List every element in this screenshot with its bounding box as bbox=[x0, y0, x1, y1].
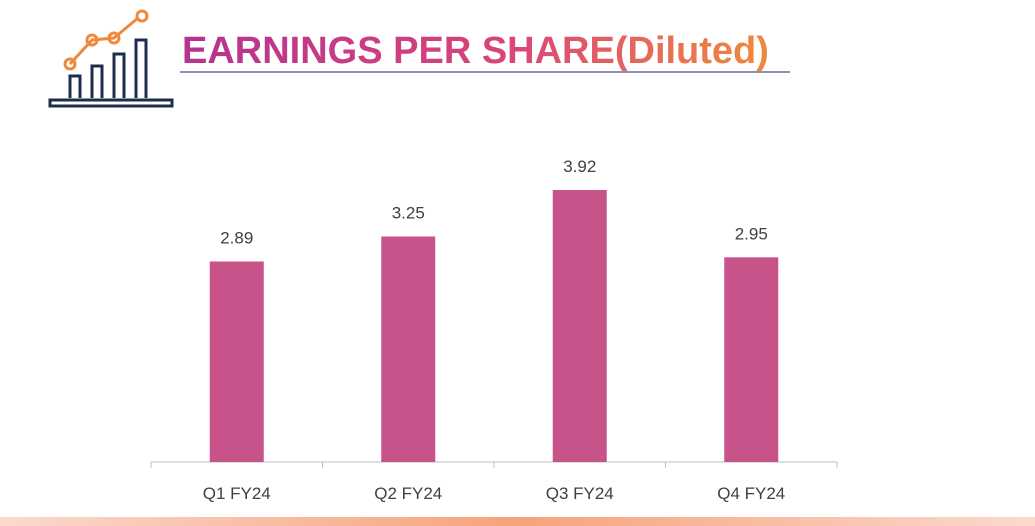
data-label: 2.95 bbox=[735, 224, 768, 243]
data-label: 2.89 bbox=[220, 228, 253, 247]
bar bbox=[724, 257, 779, 462]
x-tick-label: Q2 FY24 bbox=[374, 484, 442, 503]
bar bbox=[552, 190, 607, 462]
footer-strip bbox=[0, 517, 1035, 526]
x-tick-label: Q1 FY24 bbox=[203, 484, 271, 503]
x-tick-label: Q4 FY24 bbox=[717, 484, 785, 503]
x-tick-label: Q3 FY24 bbox=[546, 484, 614, 503]
data-label: 3.25 bbox=[392, 203, 425, 222]
data-label: 3.92 bbox=[563, 157, 596, 176]
bar bbox=[381, 236, 436, 462]
icon bbox=[48, 9, 174, 108]
chart-title: EARNINGS PER SHARE(Diluted) bbox=[182, 30, 769, 72]
bar bbox=[209, 261, 264, 462]
